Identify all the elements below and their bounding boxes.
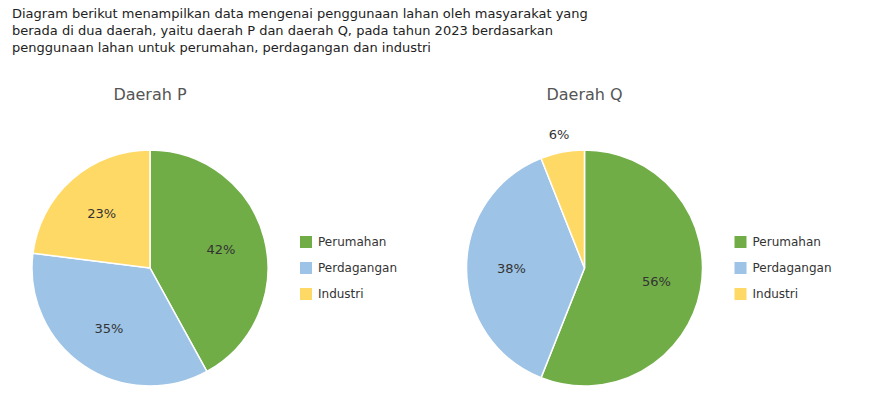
figure-title-line: penggunaan lahan untuk perumahan, perdag… [12,40,431,55]
data-label: 6% [549,127,570,142]
data-label: 42% [206,242,235,257]
slices: 56% 38% 6% [466,127,702,386]
legend-item: Industri [735,287,799,301]
pie-chart: Daerah P 42% 35% 23% Perumahan Perdagangan Ind… [32,85,397,386]
pie-title: Daerah Q [546,85,622,104]
legend-item: Perdagangan [300,261,397,275]
chart-root: Diagram berikut menampilkan data mengena… [0,0,869,415]
legend-swatch [735,262,747,274]
legend-label: Perumahan [318,235,386,249]
figure-title-line: berada di dua daerah, yaitu daerah P dan… [12,23,553,38]
legend-swatch [300,288,312,300]
data-label: 35% [94,321,123,336]
pie-slice [32,253,207,386]
legend-label: Perdagangan [318,261,397,275]
figure-title: Diagram berikut menampilkan data mengena… [12,6,588,55]
data-label: 23% [87,206,116,221]
legend-item: Perumahan [300,235,386,249]
slices: 42% 35% 23% [32,150,268,386]
legend: Perumahan Perdagangan Industri [735,235,832,301]
legend-swatch [300,262,312,274]
pie-slice [541,150,584,268]
figure-title-line: Diagram berikut menampilkan data mengena… [12,6,588,21]
pie-chart: Daerah Q 56% 38% 6% Perumahan Perdagangan Indu… [466,85,831,386]
legend-item: Perumahan [735,235,821,249]
legend: Perumahan Perdagangan Industri [300,235,397,301]
legend-label: Perumahan [753,235,821,249]
legend-label: Industri [318,287,364,301]
legend-item: Perdagangan [735,261,832,275]
legend-swatch [300,236,312,248]
pie-title: Daerah P [113,85,187,104]
legend-label: Perdagangan [753,261,832,275]
data-label: 56% [642,274,671,289]
pie-slice [33,150,150,268]
data-label: 38% [497,261,526,276]
legend-item: Industri [300,287,364,301]
legend-swatch [735,288,747,300]
legend-label: Industri [753,287,799,301]
legend-swatch [735,236,747,248]
